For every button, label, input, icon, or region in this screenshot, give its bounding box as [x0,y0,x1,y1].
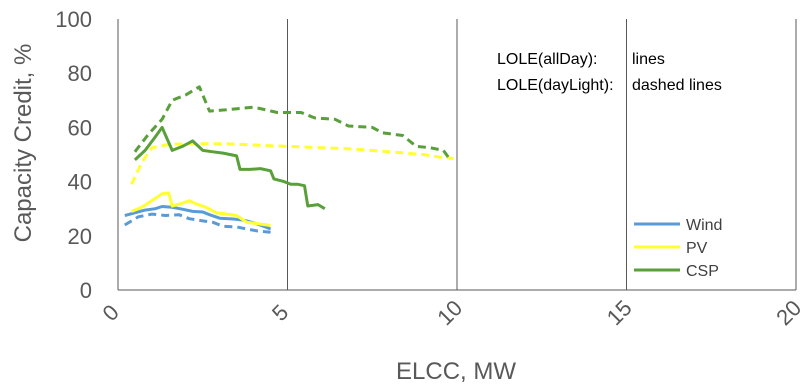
y-tick-label: 80 [68,61,92,86]
annotation-allday-label: LOLE(allDay): [497,51,597,68]
x-tick-label: 0 [98,300,124,326]
legend-label-csp: CSP [686,263,719,280]
line-style-annotation: LOLE(allDay): lines LOLE(dayLight): dash… [497,51,722,94]
y-tick-labels: 0 20 40 60 80 100 [55,7,92,303]
legend-item-pv: PV [634,240,708,257]
x-tick-label: 15 [602,295,637,330]
y-tick-label: 0 [80,278,92,303]
annotation-daylight-label: LOLE(dayLight): [497,77,614,94]
series-lines [124,85,454,234]
x-axis-title: ELCC, MW [396,358,516,385]
legend-label-pv: PV [686,240,708,257]
x-tick-label: 20 [771,295,802,330]
series-pv-dashed [130,142,454,185]
y-tick-label: 40 [68,170,92,195]
series-csp-solid [133,125,326,210]
y-tick-label: 20 [68,224,92,249]
y-tick-label: 60 [68,115,92,140]
legend-item-wind: Wind [634,217,722,234]
x-tick-labels: 0 5 10 15 20 [98,295,802,330]
x-tick-label: 10 [432,295,467,330]
annotation-daylight-value: dashed lines [632,77,722,94]
legend: Wind PV CSP [634,217,722,280]
annotation-allday-value: lines [632,51,665,68]
axes [117,19,796,291]
y-axis-title: Capacity Credit, % [10,44,37,243]
y-tick-label: 100 [55,7,92,32]
series-wind-dashed [124,212,271,234]
x-tick-label: 5 [267,300,293,326]
legend-label-wind: Wind [686,217,722,234]
series-wind-solid [124,205,272,231]
legend-item-csp: CSP [634,263,719,280]
series-pv-solid [131,191,271,227]
series-csp-dashed [133,85,452,161]
vertical-gridlines [287,19,797,290]
